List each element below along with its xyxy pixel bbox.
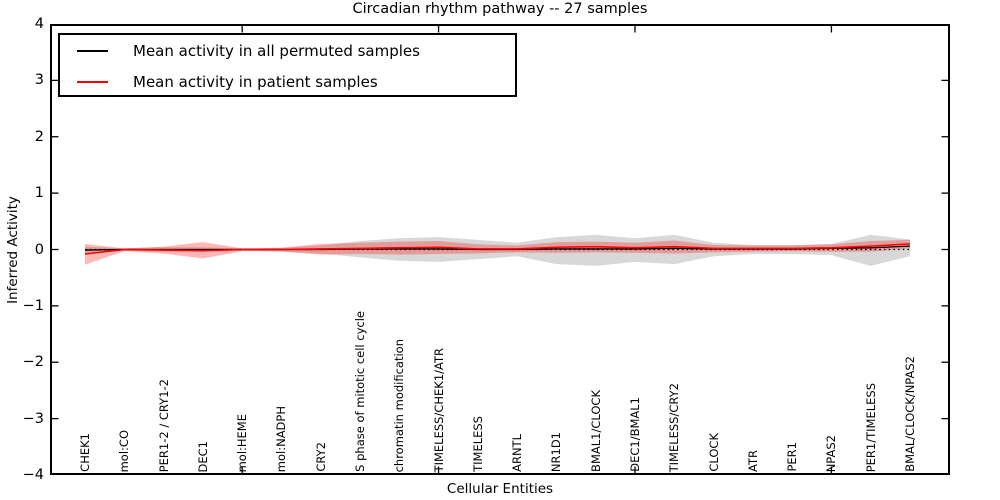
y-tick-label: 4 — [34, 16, 44, 32]
series-line-1 — [84, 243, 911, 255]
legend: Mean activity in all permuted samples Me… — [58, 33, 517, 97]
legend-label-patient: Mean activity in patient samples — [133, 73, 378, 91]
patient-std-band — [85, 239, 910, 265]
y-tick-label: 0 — [34, 241, 44, 258]
permuted-line-sample-icon — [77, 50, 108, 52]
y-tick-label: 2 — [34, 128, 44, 145]
legend-item-patient: Mean activity in patient samples — [60, 67, 515, 97]
y-tick-label: −2 — [22, 354, 44, 371]
patient-line-sample-icon — [77, 81, 108, 83]
y-tick-label: −4 — [22, 467, 44, 483]
permuted-std-band — [85, 234, 910, 266]
plot-area — [50, 24, 950, 475]
y-tick-label: −1 — [22, 297, 44, 314]
chart-title: Circadian rhythm pathway -- 27 samples — [352, 1, 648, 17]
legend-item-permuted: Mean activity in all permuted samples — [60, 36, 515, 66]
plot-frame — [50, 24, 950, 475]
y-tick-label: −3 — [22, 410, 44, 427]
legend-label-permuted: Mean activity in all permuted samples — [133, 42, 420, 60]
x-axis-label: Cellular Entities — [446, 481, 554, 497]
y-tick-label: 1 — [34, 185, 44, 202]
y-tick-label: 3 — [34, 72, 44, 89]
